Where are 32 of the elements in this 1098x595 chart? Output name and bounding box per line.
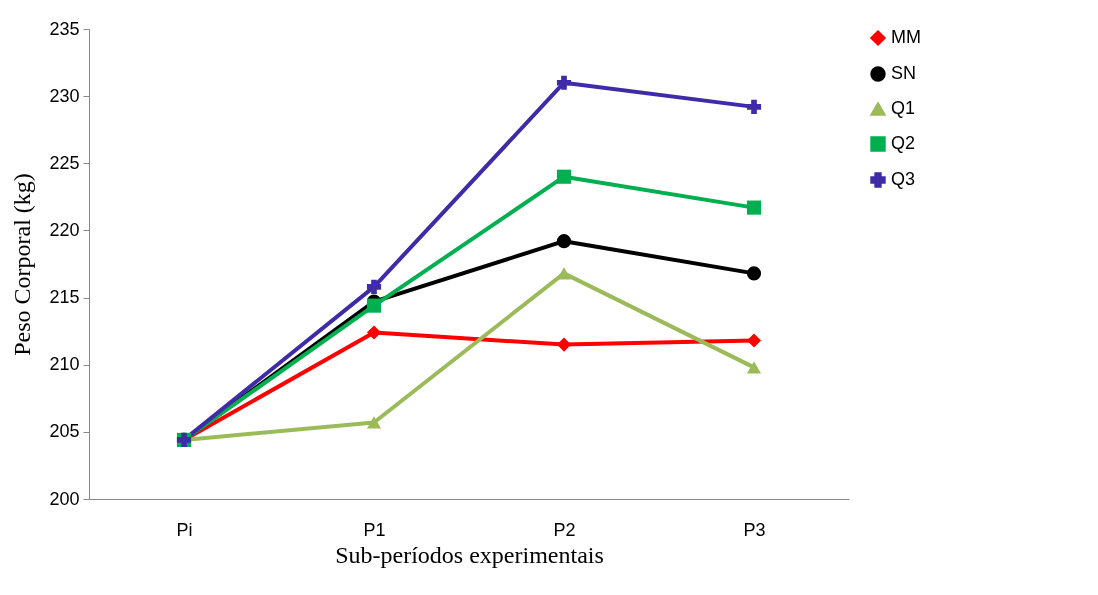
x-tick-label: P1	[363, 519, 386, 540]
y-tick-label: 220	[49, 219, 80, 240]
point	[556, 169, 572, 184]
x-tick-label: P3	[743, 519, 766, 540]
point	[366, 416, 382, 429]
legend-label: Q3	[891, 169, 916, 189]
legend-label: Q1	[891, 98, 916, 118]
legend-label: Q2	[891, 133, 916, 153]
point	[746, 99, 762, 114]
point	[366, 298, 382, 313]
point	[746, 333, 762, 348]
point	[366, 325, 382, 340]
point	[556, 234, 572, 249]
y-tick-label: 235	[49, 18, 80, 39]
y-tick-label: 225	[49, 152, 80, 173]
y-axis-title: Peso Corporal (kg)	[9, 173, 36, 356]
y-tick-label: 210	[49, 354, 80, 375]
legend-label: SN	[891, 63, 917, 83]
x-tick-label: Pi	[176, 519, 193, 540]
y-tick-label: 215	[49, 287, 80, 308]
y-tick-label: 205	[49, 421, 80, 442]
point	[366, 279, 382, 294]
y-tick-label: 200	[49, 488, 80, 509]
point	[746, 361, 762, 374]
y-tick-label: 230	[49, 85, 80, 106]
point	[746, 266, 762, 281]
legend-label: MM	[891, 27, 921, 47]
point	[556, 337, 572, 352]
x-axis-title: Sub-períodos experimentais	[335, 541, 604, 568]
point	[746, 200, 762, 215]
point	[556, 75, 572, 90]
x-tick-label: P2	[553, 519, 576, 540]
